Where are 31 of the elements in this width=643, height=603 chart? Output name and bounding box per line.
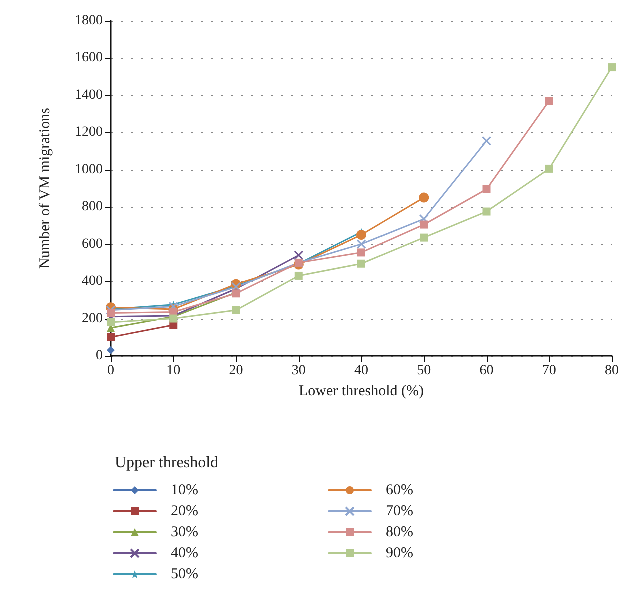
legend-label: 60% <box>386 482 414 498</box>
x-tick-label: 50 <box>417 364 432 378</box>
legend-label: 90% <box>386 546 414 562</box>
y-tick-label: 1200 <box>75 125 103 140</box>
x-axis-title: Lower threshold (%) <box>299 384 424 400</box>
y-tick-label: 400 <box>82 274 103 290</box>
x-tick-label: 10 <box>166 364 181 378</box>
y-tick-label: 1600 <box>75 50 103 66</box>
x-tick-label: 0 <box>108 364 114 378</box>
x-tick-label: 80 <box>605 364 619 378</box>
legend-label: 70% <box>386 504 414 520</box>
x-tick-label: 70 <box>542 364 556 378</box>
x-tick-label: 40 <box>354 364 368 378</box>
y-axis-title: Number of VM migrations <box>38 108 54 269</box>
y-tick-label: 200 <box>82 311 103 326</box>
legend-label: 20% <box>171 504 198 520</box>
y-tick-label: 1000 <box>75 162 103 178</box>
x-tick-label: 60 <box>480 364 494 378</box>
x-tick-label: 30 <box>292 364 306 378</box>
legend-label: 30% <box>171 524 198 540</box>
legend-label: 10% <box>171 482 198 498</box>
legend-label: 40% <box>171 546 198 562</box>
legend-title: Upper threshold <box>115 454 219 472</box>
y-tick-label: 0 <box>96 348 103 364</box>
y-tick-label: 1400 <box>75 88 103 103</box>
y-tick-label: 1800 <box>75 14 103 28</box>
legend-label: 50% <box>171 566 198 582</box>
x-tick-label: 20 <box>229 364 244 378</box>
y-tick-label: 600 <box>82 236 103 252</box>
legend-label: 80% <box>386 524 414 540</box>
y-tick-label: 800 <box>82 200 103 215</box>
